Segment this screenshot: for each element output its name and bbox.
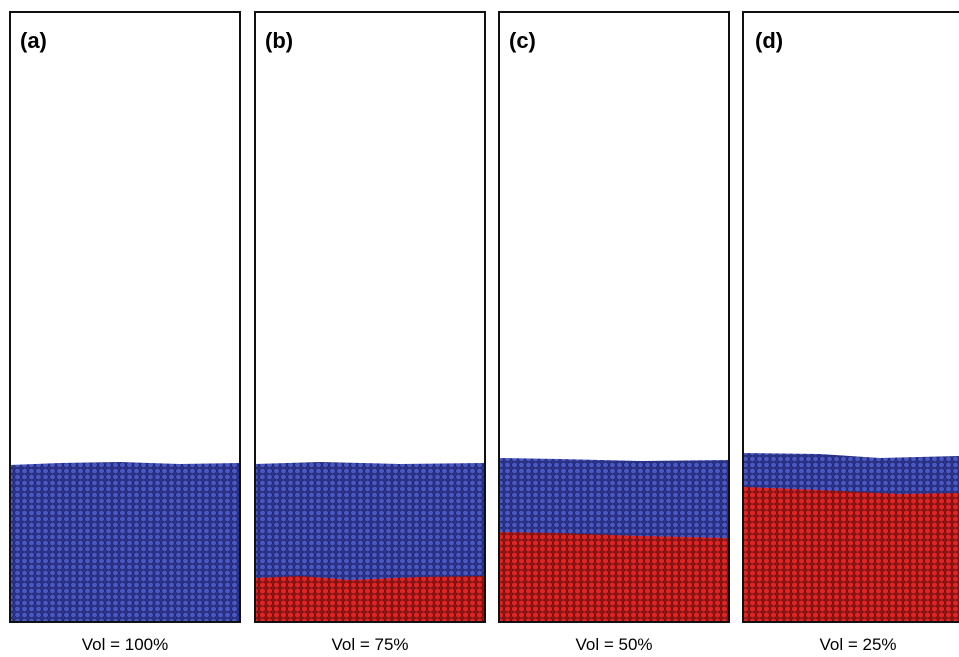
figure: (a) Vol = 100% (b) Vol = 75% (c) Vol = 5… — [0, 0, 959, 657]
red-layer — [743, 487, 959, 622]
panel-caption: Vol = 75% — [331, 635, 408, 654]
panel-caption: Vol = 50% — [575, 635, 652, 654]
panel-caption: Vol = 25% — [819, 635, 896, 654]
panel-label: (a) — [20, 28, 47, 53]
panel: (d) Vol = 25% — [743, 12, 959, 654]
panel-label: (b) — [265, 28, 293, 53]
panel-caption: Vol = 100% — [82, 635, 169, 654]
blue-layer — [10, 462, 240, 622]
panel-label: (d) — [755, 28, 783, 53]
panel: (b) Vol = 75% — [255, 12, 485, 654]
panel: (c) Vol = 50% — [499, 12, 729, 654]
red-layer — [255, 576, 485, 622]
red-layer — [499, 532, 729, 622]
page: (a) Vol = 100% (b) Vol = 75% (c) Vol = 5… — [0, 0, 959, 657]
panel: (a) Vol = 100% — [10, 12, 240, 654]
panel-label: (c) — [509, 28, 536, 53]
